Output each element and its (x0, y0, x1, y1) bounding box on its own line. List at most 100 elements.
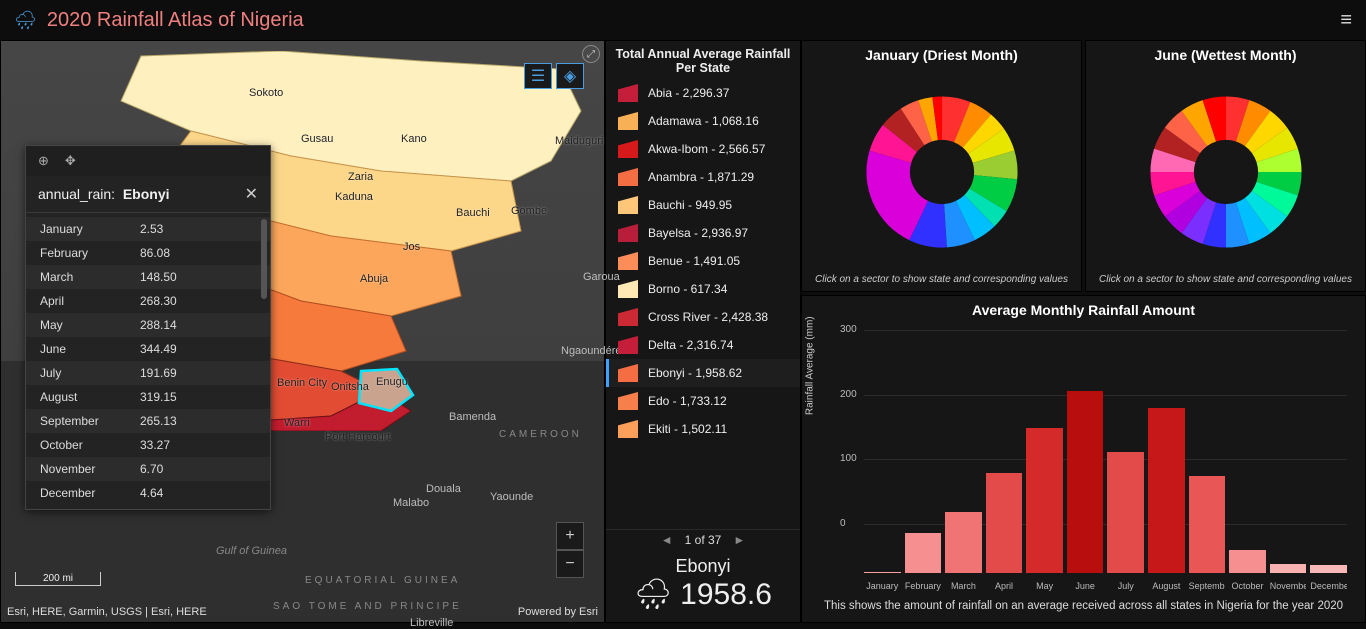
popup-value: 319.15 (140, 390, 177, 404)
zoom-out-button[interactable]: − (556, 550, 584, 578)
rain-icon: 🌧 (634, 577, 672, 612)
popup-row: June344.49 (26, 337, 270, 361)
bar[interactable] (905, 533, 942, 573)
bar-chart[interactable]: Rainfall Average (mm) 0100200300JanuaryF… (816, 322, 1351, 595)
legend-item[interactable]: Bayelsa - 2,936.97 (606, 219, 800, 247)
maximize-icon[interactable]: ⤢ (582, 45, 600, 63)
legend-item[interactable]: Cross River - 2,428.38 (606, 303, 800, 331)
popup-value: 33.27 (140, 438, 170, 452)
map-city-label: Malabo (393, 497, 429, 509)
legend-item[interactable]: Bauchi - 949.95 (606, 191, 800, 219)
legend-label: Borno - 617.34 (648, 282, 727, 296)
popup-month: March (40, 270, 140, 284)
menu-icon[interactable]: ≡ (1340, 9, 1352, 32)
legend-item[interactable]: Anambra - 1,871.29 (606, 163, 800, 191)
legend-list: Abia - 2,296.37Adamawa - 1,068.16Akwa-Ib… (606, 79, 800, 529)
popup-title-prefix: annual_rain: (38, 186, 115, 202)
map-city-label: Onitsha (331, 381, 369, 393)
y-tick: 300 (840, 324, 857, 335)
popup-scrollbar[interactable] (261, 219, 267, 299)
x-label: April (986, 581, 1023, 591)
popup-table: January2.53February86.08March148.50April… (26, 213, 270, 509)
popup-month: January (40, 222, 140, 236)
popup-row: April268.30 (26, 289, 270, 313)
zoom-in-button[interactable]: + (556, 522, 584, 550)
popup-row: July191.69 (26, 361, 270, 385)
legend-swatch (618, 224, 638, 242)
pager-next[interactable]: ► (733, 533, 745, 547)
legend-label: Bauchi - 949.95 (648, 198, 732, 212)
bar[interactable] (1067, 391, 1104, 573)
donut-chart[interactable] (857, 69, 1027, 274)
map-city-label: Gombe (511, 205, 547, 217)
powered-by: Powered by Esri (518, 606, 598, 618)
close-icon[interactable]: ✕ (245, 184, 258, 204)
bar[interactable] (1107, 452, 1144, 574)
bar[interactable] (1148, 408, 1185, 573)
map-city-label: Abuja (360, 273, 388, 285)
popup-value: 288.14 (140, 318, 177, 332)
donut-june-card: June (Wettest Month) Click on a sector t… (1085, 40, 1366, 292)
legend-item[interactable]: Benue - 1,491.05 (606, 247, 800, 275)
y-tick: 100 (840, 453, 857, 464)
legend-item[interactable]: Borno - 617.34 (606, 275, 800, 303)
legend-item[interactable]: Ekiti - 1,502.11 (606, 415, 800, 443)
bar[interactable] (864, 572, 901, 573)
popup-row: August319.15 (26, 385, 270, 409)
bar[interactable] (1229, 550, 1266, 573)
legend-item[interactable]: Edo - 1,733.12 (606, 387, 800, 415)
map-city-label: Gusau (301, 133, 333, 145)
bar[interactable] (945, 512, 982, 573)
map-city-label: Bauchi (456, 207, 490, 219)
popup-month: May (40, 318, 140, 332)
x-label: October (1229, 581, 1266, 591)
bar-chart-card: Average Monthly Rainfall Amount Rainfall… (801, 295, 1366, 623)
popup-toolbar: ⊕ ✥ (26, 146, 270, 176)
legend-swatch (618, 84, 638, 102)
bar[interactable] (1310, 565, 1347, 573)
popup-month: July (40, 366, 140, 380)
popup-value: 6.70 (140, 462, 163, 476)
summary-state: Ebonyi (606, 556, 800, 577)
summary-value-number: 1958.6 (680, 578, 772, 612)
bar[interactable] (1270, 564, 1307, 573)
zoom-controls: + − (556, 522, 584, 578)
legend-button[interactable]: ☰ (524, 63, 552, 89)
donut-january-card: January (Driest Month) Click on a sector… (801, 40, 1082, 292)
popup-zoom-icon[interactable]: ⊕ (38, 153, 49, 169)
popup-title: annual_rain: Ebonyi (38, 186, 170, 202)
y-tick: 0 (840, 518, 846, 529)
legend-label: Ekiti - 1,502.11 (648, 422, 727, 436)
popup-month: September (40, 414, 140, 428)
legend-item[interactable]: Delta - 2,316.74 (606, 331, 800, 359)
popup-row: October33.27 (26, 433, 270, 457)
pager-prev[interactable]: ◄ (661, 533, 673, 547)
legend-swatch (618, 364, 638, 382)
legend-item[interactable]: Ebonyi - 1,958.62 (606, 359, 800, 387)
legend-item[interactable]: Abia - 2,296.37 (606, 79, 800, 107)
popup-value: 268.30 (140, 294, 177, 308)
legend-swatch (618, 168, 638, 186)
legend-label: Bayelsa - 2,936.97 (648, 226, 748, 240)
bar[interactable] (986, 473, 1023, 573)
popup-month: August (40, 390, 140, 404)
popup-move-icon[interactable]: ✥ (65, 153, 76, 169)
popup-value: 2.53 (140, 222, 163, 236)
bar-caption: This shows the amount of rainfall on an … (816, 595, 1351, 614)
legend-item[interactable]: Akwa-Ibom - 2,566.57 (606, 135, 800, 163)
bar[interactable] (1026, 428, 1063, 574)
donut-chart[interactable] (1141, 69, 1311, 274)
popup-row: January2.53 (26, 217, 270, 241)
legend-swatch (618, 196, 638, 214)
x-label: May (1026, 581, 1063, 591)
map-panel[interactable]: SokotoGusauKanoMaiduguriZariaKadunaBauch… (0, 40, 605, 623)
layers-button[interactable]: ◈ (556, 63, 584, 89)
map-region-label: CAMEROON (499, 429, 582, 440)
legend-title: Total Annual Average Rainfall Per State (606, 41, 800, 79)
x-label: July (1107, 581, 1144, 591)
x-labels: JanuaryFebruaryMarchAprilMayJuneJulyAugu… (864, 581, 1347, 591)
legend-item[interactable]: Adamawa - 1,068.16 (606, 107, 800, 135)
popup-row: December4.64 (26, 481, 270, 505)
bar[interactable] (1189, 476, 1226, 573)
y-tick: 200 (840, 389, 857, 400)
